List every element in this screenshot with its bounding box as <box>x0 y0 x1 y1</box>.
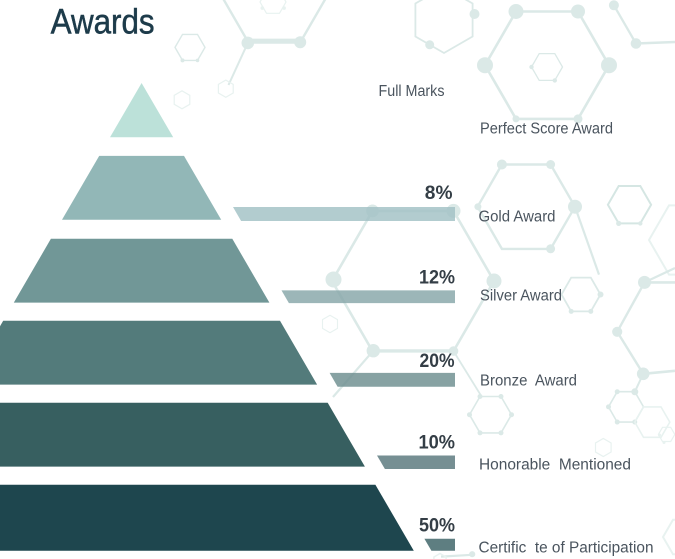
svg-text:Full Marks: Full Marks <box>379 83 445 100</box>
svg-text:Perfect Score Award: Perfect Score Award <box>480 121 613 138</box>
svg-text:Gold Award: Gold Award <box>479 209 556 226</box>
svg-text:20%: 20% <box>420 351 455 372</box>
svg-text:Awards: Awards <box>51 2 155 42</box>
svg-text:Honorable Mentioned: Honorable Mentioned <box>479 457 631 474</box>
svg-text:8%: 8% <box>425 183 453 204</box>
svg-text:10%: 10% <box>419 433 456 454</box>
svg-text:50%: 50% <box>419 515 455 536</box>
svg-text:Silver Award: Silver Award <box>480 288 562 305</box>
svg-text:Certific te of Participation: Certific te of Participation <box>479 540 654 557</box>
svg-text:Bronze Award: Bronze Award <box>480 373 577 390</box>
svg-text:12%: 12% <box>419 268 455 289</box>
